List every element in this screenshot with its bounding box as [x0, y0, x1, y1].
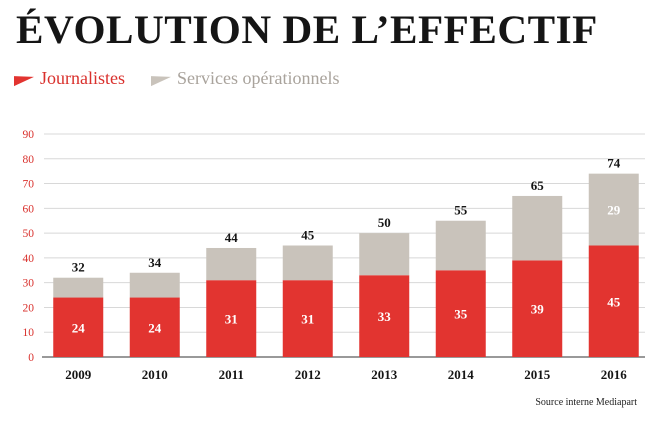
y-tick-label-60: 60: [23, 203, 35, 215]
legend-item-services: Services opérationnels: [151, 68, 339, 89]
y-tick-label-40: 40: [23, 253, 35, 265]
data-label-journalistes-2010: 24: [148, 320, 162, 335]
total-label-2013: 50: [378, 215, 391, 230]
chart-title: ÉVOLUTION DE L’EFFECTIF: [16, 7, 598, 52]
x-tick-label-2009: 2009: [65, 367, 92, 382]
x-tick-label-2012: 2012: [295, 367, 321, 382]
bar-services-2016: [588, 173, 639, 246]
y-tick-label-50: 50: [23, 228, 35, 240]
total-label-2010: 34: [148, 255, 162, 270]
bar-services-2015: [512, 195, 563, 261]
bar-services-2011: [206, 247, 257, 281]
bar-journalistes-2009: [53, 297, 104, 357]
legend-label-services: Services opérationnels: [177, 68, 340, 88]
x-tick-label-2016: 2016: [601, 367, 628, 382]
legend-item-journalistes: Journalistes: [14, 68, 125, 89]
bar-services-2014: [435, 220, 486, 271]
source-note: Source interne Mediapart: [535, 397, 637, 408]
bar-services-2010: [129, 272, 180, 298]
data-label-journalistes-2009: 24: [72, 320, 86, 335]
bar-journalistes-2012: [282, 280, 333, 357]
bar-journalistes-2013: [359, 275, 410, 357]
bar-journalistes-2014: [435, 270, 486, 357]
data-label-journalistes-2011: 31: [225, 312, 238, 327]
total-label-2014: 55: [454, 203, 468, 218]
x-tick-label-2014: 2014: [448, 367, 475, 382]
legend-label-journalistes: Journalistes: [40, 68, 125, 88]
total-label-2016: 74: [607, 156, 621, 171]
bar-services-2009: [53, 277, 104, 298]
total-label-2011: 44: [225, 230, 239, 245]
x-tick-label-2013: 2013: [371, 367, 398, 382]
bar-journalistes-2015: [512, 260, 563, 357]
total-label-2015: 65: [531, 178, 545, 193]
total-label-2012: 45: [301, 228, 315, 243]
data-label-journalistes-2015: 39: [531, 302, 545, 317]
data-label-journalistes-2013: 33: [378, 309, 392, 324]
x-tick-label-2011: 2011: [219, 367, 244, 382]
bar-services-2013: [359, 233, 410, 276]
total-label-2009: 32: [72, 260, 85, 275]
y-tick-label-0: 0: [28, 352, 34, 364]
bar-journalistes-2010: [129, 297, 180, 357]
y-tick-label-10: 10: [23, 327, 35, 339]
x-tick-label-2010: 2010: [142, 367, 168, 382]
y-tick-label-20: 20: [23, 302, 35, 314]
data-label-journalistes-2012: 31: [301, 312, 314, 327]
data-label-journalistes-2014: 35: [454, 307, 468, 322]
data-label-journalistes-2016: 45: [607, 294, 621, 309]
bar-journalistes-2011: [206, 280, 257, 357]
bar-services-2012: [282, 245, 333, 281]
x-tick-label-2015: 2015: [524, 367, 551, 382]
data-label-services-2016: 29: [607, 203, 621, 218]
legend: Journalistes Services opérationnels: [14, 68, 365, 89]
y-tick-label-30: 30: [23, 278, 35, 290]
bar-journalistes-2016: [588, 245, 639, 357]
y-tick-label-90: 90: [23, 129, 35, 141]
y-tick-label-80: 80: [23, 154, 35, 166]
y-tick-label-70: 70: [23, 179, 35, 191]
